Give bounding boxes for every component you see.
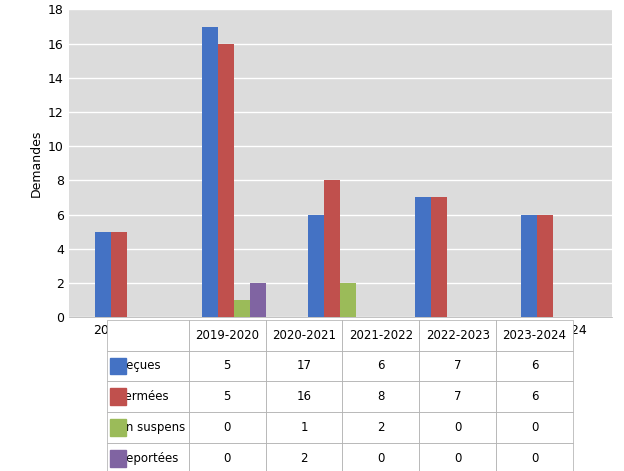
Bar (250, 283, 266, 317)
Bar (218, 44, 233, 317)
Bar (111, 232, 127, 317)
Bar (324, 180, 340, 317)
Bar (414, 197, 431, 317)
Bar (202, 26, 218, 317)
Bar (340, 283, 356, 317)
Y-axis label: Demandes: Demandes (29, 130, 42, 197)
Bar (233, 300, 250, 317)
Bar (521, 214, 537, 317)
Bar (95, 232, 111, 317)
Bar (308, 214, 324, 317)
Bar (431, 197, 447, 317)
Bar (537, 214, 553, 317)
